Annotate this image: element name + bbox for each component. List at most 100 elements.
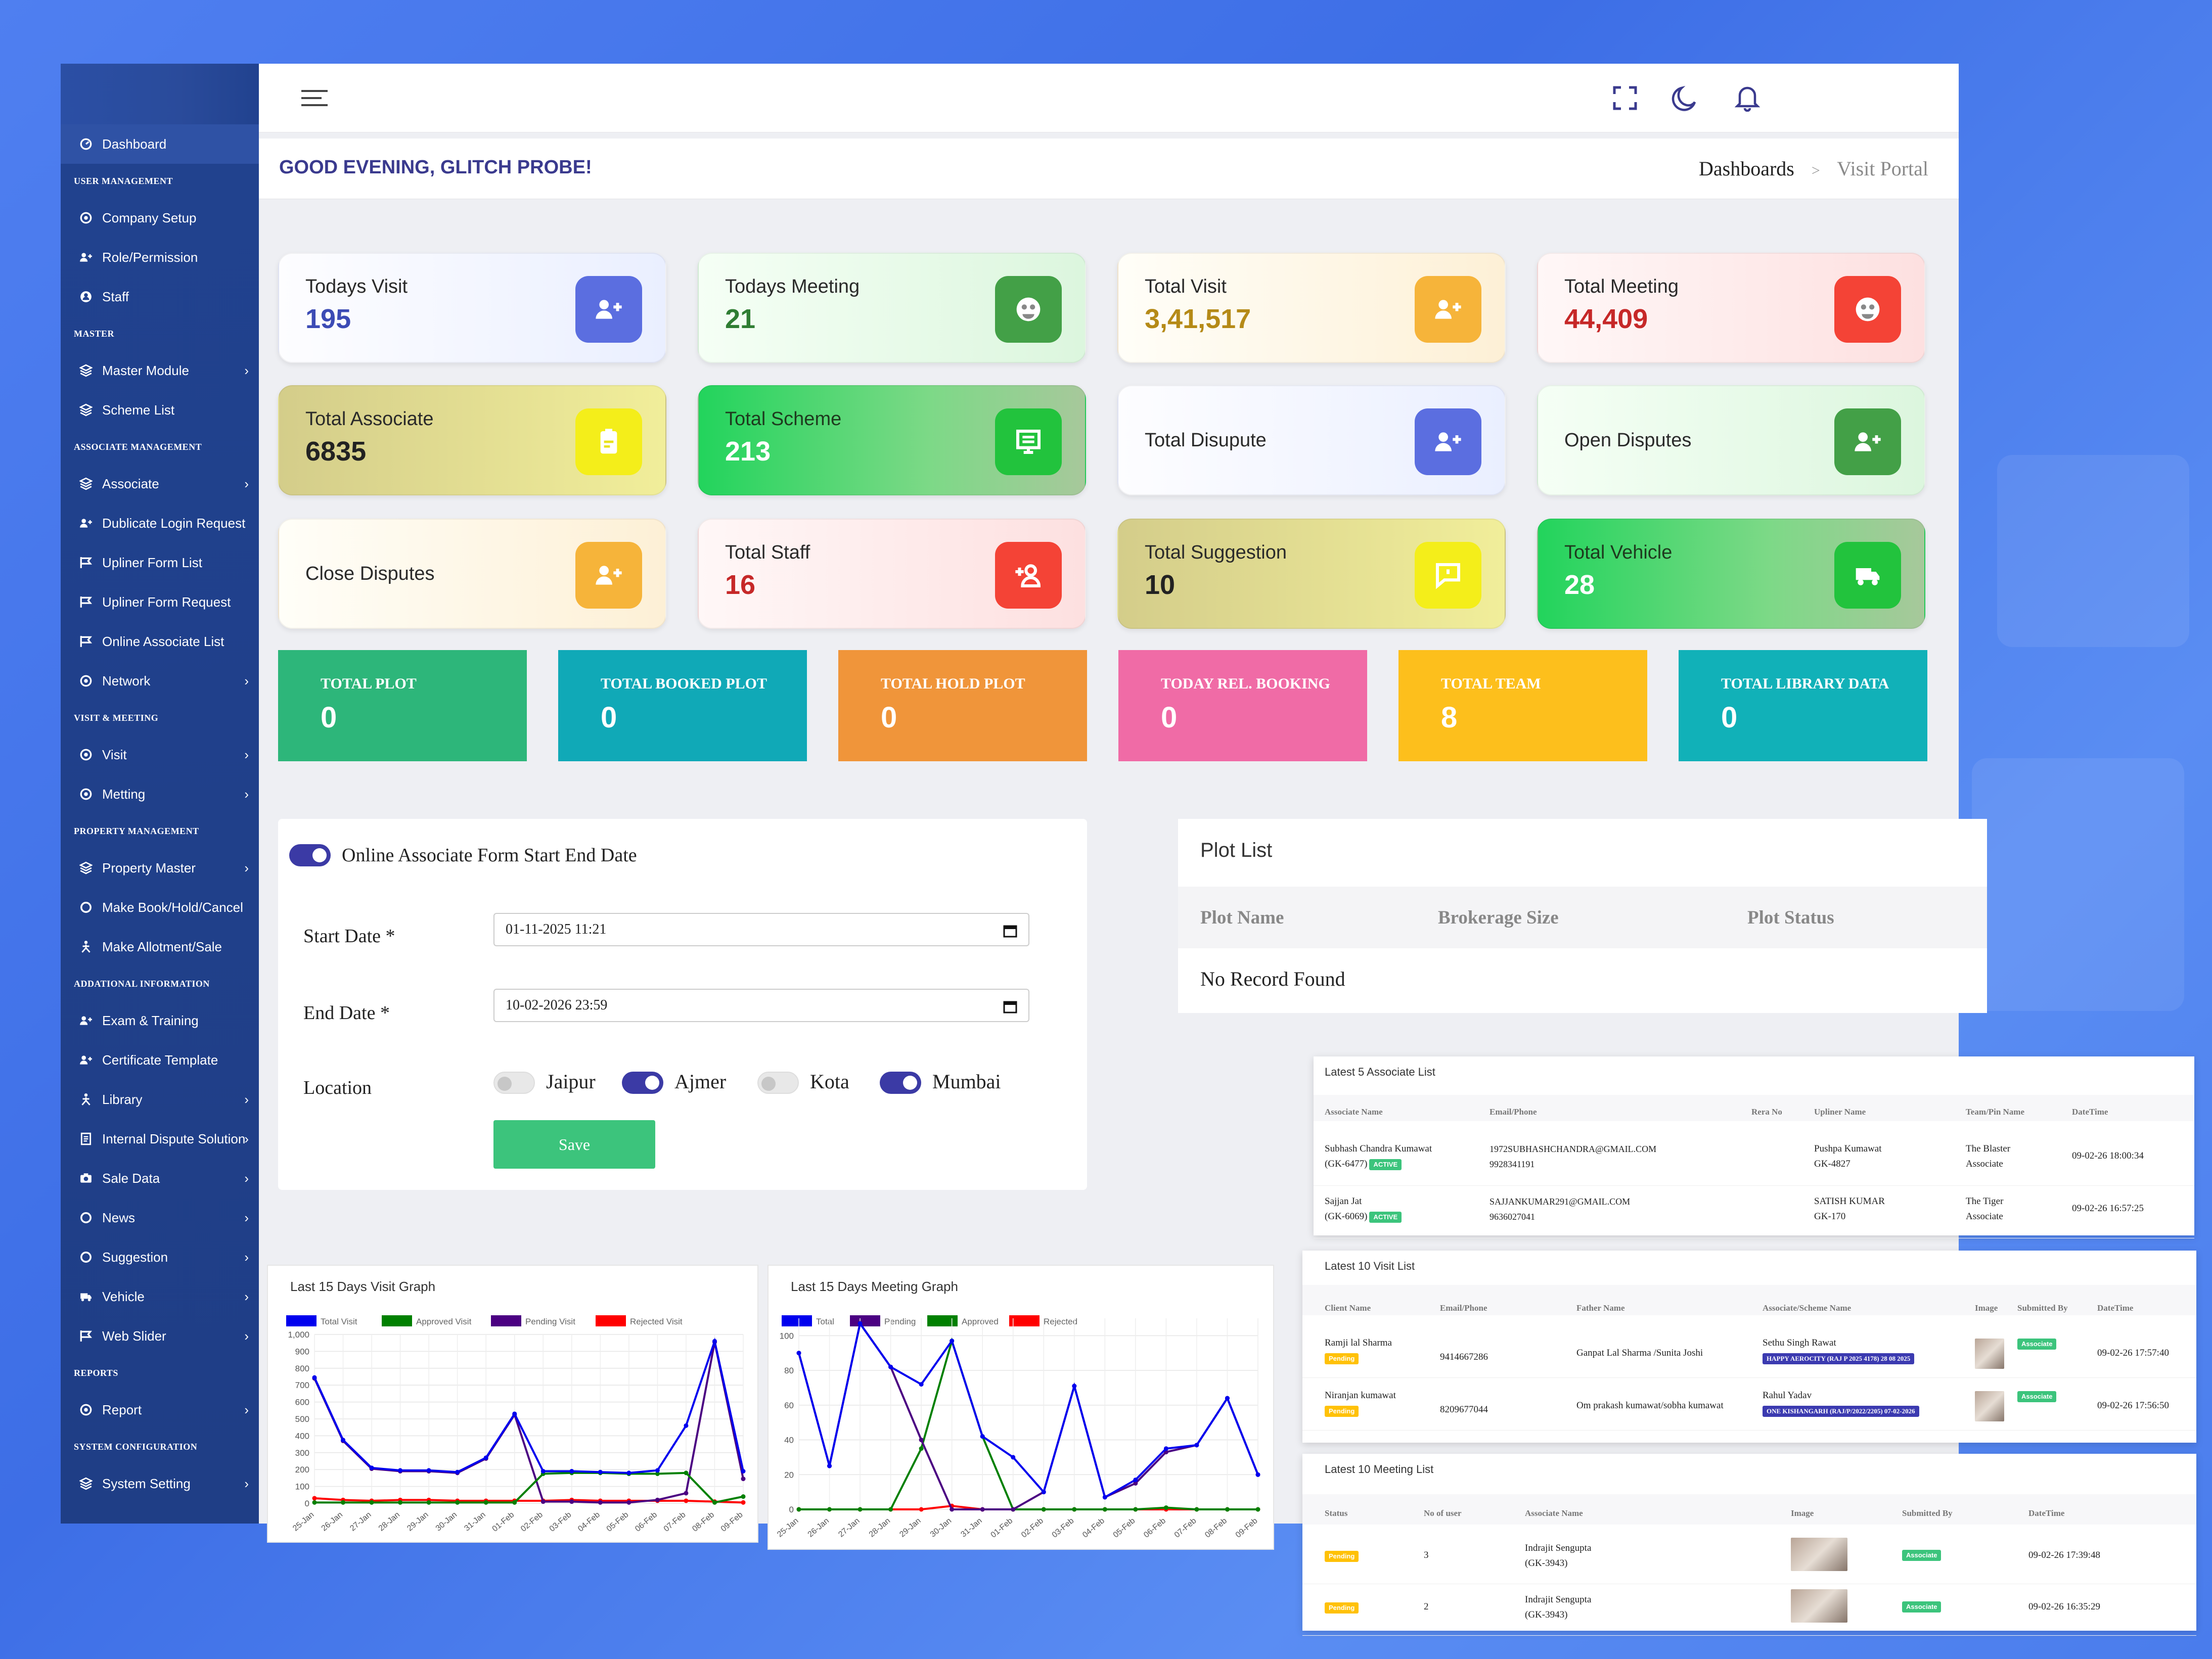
start-date-input[interactable]: 01-11-2025 11:21 <box>493 913 1029 946</box>
status-badge: ACTIVE <box>1369 1212 1402 1223</box>
sidebar-item-role-permission[interactable]: Role/Permission <box>61 238 259 277</box>
end-date-input[interactable]: 10-02-2026 23:59 <box>493 989 1029 1022</box>
chevron-right-icon: › <box>244 786 249 802</box>
summary-box-total-library-data[interactable]: TOTAL LIBRARY DATA 0 <box>1679 650 1927 761</box>
sidebar-item-network[interactable]: Network › <box>61 661 259 701</box>
meeting-photo[interactable] <box>1791 1538 1847 1571</box>
table-row[interactable] <box>1302 1584 2196 1636</box>
sidebar-item-upliner-form-list[interactable]: Upliner Form List <box>61 543 259 582</box>
upliner-cell: Pushpa Kumawat GK-4827 <box>1814 1141 1882 1172</box>
data-point <box>426 1468 431 1473</box>
table-row[interactable] <box>1302 1325 2196 1378</box>
location-toggle-ajmer[interactable] <box>622 1072 663 1094</box>
sidebar-item-library[interactable]: Library › <box>61 1080 259 1119</box>
sidebar-item-exam-training[interactable]: Exam & Training <box>61 1001 259 1040</box>
col-upliner-name: Upliner Name <box>1814 1107 1866 1117</box>
sidebar-item-news[interactable]: News › <box>61 1198 259 1237</box>
sidebar-item-property-master[interactable]: Property Master › <box>61 848 259 888</box>
data-point <box>312 1500 317 1505</box>
stat-card-total-scheme[interactable]: Total Scheme 213 <box>698 385 1086 495</box>
sidebar-item-online-associate-list[interactable]: Online Associate List <box>61 622 259 661</box>
sidebar-item-upliner-form-request[interactable]: Upliner Form Request <box>61 582 259 622</box>
meeting-photo[interactable] <box>1791 1589 1847 1623</box>
team-name: The Blaster <box>1966 1143 2011 1154</box>
calendar-icon[interactable] <box>1003 914 1017 945</box>
users-icon <box>575 276 642 343</box>
summary-box-total-team[interactable]: TOTAL TEAM 8 <box>1398 650 1647 761</box>
sidebar-item-visit[interactable]: Visit › <box>61 735 259 774</box>
summary-box-total-hold-plot[interactable]: TOTAL HOLD PLOT 0 <box>838 650 1087 761</box>
table-row[interactable] <box>1314 1133 2194 1186</box>
sidebar-item-scheme-list[interactable]: Scheme List <box>61 390 259 430</box>
stat-card-label: Total Visit <box>1145 276 1227 297</box>
sidebar-item-make-book-hold-cancel[interactable]: Make Book/Hold/Cancel <box>61 888 259 927</box>
data-point <box>684 1491 689 1496</box>
sidebar-item-sale-data[interactable]: Sale Data › <box>61 1159 259 1198</box>
sidebar-item-label: Visit <box>102 747 127 762</box>
sidebar-item-label: Sale Data <box>102 1170 160 1186</box>
sidebar-item-system-setting[interactable]: System Setting › <box>61 1464 259 1503</box>
stat-card-open-disputes[interactable]: Open Disputes <box>1537 385 1925 495</box>
table-row[interactable] <box>1302 1533 2196 1584</box>
sidebar-item-internal-dispute-solution[interactable]: Internal Dispute Solution › <box>61 1119 259 1159</box>
location-toggle-kota[interactable] <box>757 1072 799 1094</box>
y-tick-label: 800 <box>295 1364 309 1373</box>
sidebar-item-master-module[interactable]: Master Module › <box>61 351 259 390</box>
sidebar-item-vehicle[interactable]: Vehicle › <box>61 1277 259 1316</box>
sidebar-item-suggestion[interactable]: Suggestion › <box>61 1237 259 1277</box>
x-tick-label: 31-Jan <box>959 1516 983 1539</box>
calendar-icon[interactable] <box>1003 990 1017 1021</box>
x-tick-label: 06-Feb <box>1142 1516 1167 1540</box>
sidebar-item-label: Network <box>102 673 151 688</box>
sidebar-item-report[interactable]: Report › <box>61 1390 259 1430</box>
sidebar-item-web-slider[interactable]: Web Slider › <box>61 1316 259 1356</box>
data-point <box>888 1364 893 1369</box>
location-toggle-mumbai[interactable] <box>880 1072 921 1094</box>
sidebar-item-make-allotment-sale[interactable]: Make Allotment/Sale <box>61 927 259 966</box>
summary-box-total-plot[interactable]: TOTAL PLOT 0 <box>278 650 527 761</box>
legend-label: Pending <box>884 1317 916 1326</box>
data-point <box>655 1497 660 1502</box>
stat-card-total-suggestion[interactable]: Total Suggestion 10 <box>1117 519 1506 629</box>
summary-box-total-booked-plot[interactable]: TOTAL BOOKED PLOT 0 <box>558 650 807 761</box>
stat-card-total-staff[interactable]: Total Staff 16 <box>698 519 1086 629</box>
location-name: Kota <box>810 1070 849 1093</box>
x-tick-label: 04-Feb <box>1081 1516 1106 1540</box>
legend-swatch <box>286 1315 317 1326</box>
visit-photo[interactable] <box>1975 1339 2004 1369</box>
location-toggle-jaipur[interactable] <box>493 1072 535 1094</box>
save-button[interactable]: Save <box>493 1120 655 1169</box>
fullscreen-icon[interactable] <box>1610 83 1640 113</box>
stat-card-close-disputes[interactable]: Close Disputes <box>278 519 666 629</box>
plot-table-header: Plot Name Brokerage Size Plot Status <box>1178 887 1987 948</box>
sidebar-item-dashboard[interactable]: Dashboard <box>61 124 259 164</box>
breadcrumb-parent[interactable]: Dashboards <box>1699 157 1794 180</box>
table-row[interactable] <box>1302 1378 2196 1431</box>
menu-icon[interactable] <box>299 83 330 113</box>
data-point <box>569 1469 574 1474</box>
stat-card-total-vehicle[interactable]: Total Vehicle 28 <box>1537 519 1925 629</box>
stat-card-total-visit[interactable]: Total Visit 3,41,517 <box>1117 253 1506 363</box>
datetime: 09-02-26 17:57:40 <box>2097 1348 2169 1358</box>
sidebar-item-certificate-template[interactable]: Certificate Template <box>61 1040 259 1080</box>
circle-icon <box>79 1211 93 1225</box>
sidebar-item-metting[interactable]: Metting › <box>61 774 259 814</box>
sidebar-item-staff[interactable]: Staff <box>61 277 259 316</box>
stat-card-total-associate[interactable]: Total Associate 6835 <box>278 385 666 495</box>
stat-card-total-meeting[interactable]: Total Meeting 44,409 <box>1537 253 1925 363</box>
summary-box-today-rel-booking[interactable]: TODAY REL. BOOKING 0 <box>1118 650 1367 761</box>
moon-icon[interactable] <box>1669 83 1700 113</box>
associate-id-line: (GK-6069) ACTIVE <box>1325 1209 1402 1224</box>
visit-photo[interactable] <box>1975 1391 2004 1421</box>
form-date-toggle[interactable] <box>289 844 331 866</box>
table-row[interactable] <box>1314 1186 2194 1238</box>
clipboard-icon <box>575 408 642 475</box>
stat-card-todays-meeting[interactable]: Todays Meeting 21 <box>698 253 1086 363</box>
sidebar-item-dublicate-login-request[interactable]: Dublicate Login Request <box>61 503 259 543</box>
data-point <box>1133 1481 1138 1486</box>
stat-card-todays-visit[interactable]: Todays Visit 195 <box>278 253 666 363</box>
stat-card-total-disupute[interactable]: Total Disupute <box>1117 385 1506 495</box>
sidebar-item-associate[interactable]: Associate › <box>61 464 259 503</box>
sidebar-item-company-setup[interactable]: Company Setup <box>61 198 259 238</box>
bell-icon[interactable] <box>1732 83 1763 113</box>
